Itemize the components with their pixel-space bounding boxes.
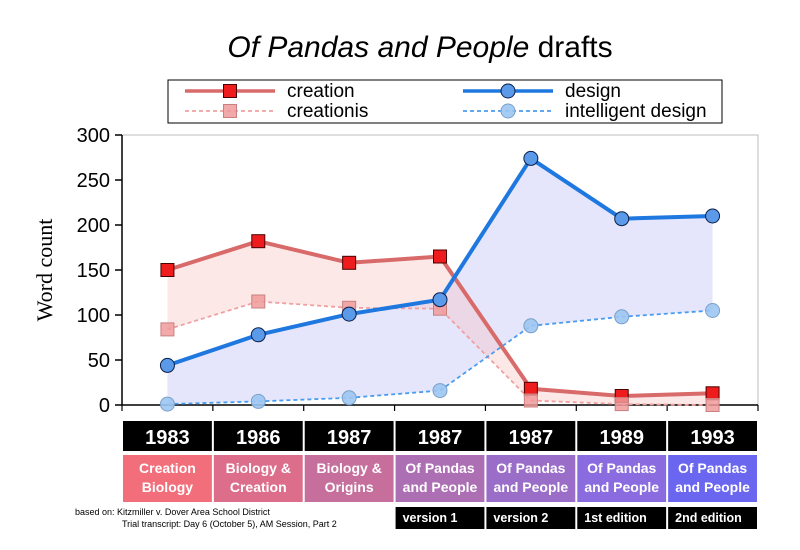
data-point-intelligent-design xyxy=(705,303,721,318)
year-cell xyxy=(395,421,485,451)
source-line: Trial transcript: Day 6 (October 5), AM … xyxy=(122,519,337,529)
book-label: and People xyxy=(675,479,750,495)
year-cell xyxy=(486,421,576,451)
version-cell xyxy=(668,507,757,529)
area-fills xyxy=(167,158,713,405)
year-label: 1983 xyxy=(145,427,190,449)
legend-label: creationis xyxy=(287,101,368,122)
legend-label: creation xyxy=(287,81,355,102)
legend-label: design xyxy=(565,81,621,102)
data-point-design xyxy=(159,357,175,373)
version-label: 1st edition xyxy=(584,511,647,525)
year-cell xyxy=(304,421,394,451)
source-line: based on: Kitzmiller v. Dover Area Schoo… xyxy=(75,507,270,517)
legend-marker xyxy=(500,103,516,119)
y-axis-label: Word count xyxy=(32,219,57,322)
y-tick-label: 50 xyxy=(88,350,110,372)
year-label: 1987 xyxy=(327,427,372,449)
data-point-intelligent-design xyxy=(159,396,175,412)
data-point-creation xyxy=(160,263,175,277)
version-cell xyxy=(395,507,485,529)
book-label: Biology xyxy=(142,479,194,495)
book-cell xyxy=(213,455,303,502)
data-point-design xyxy=(523,150,539,166)
legend-marker xyxy=(223,104,237,118)
version-cell xyxy=(486,507,576,529)
chart-title-italic: Of Pandas and People xyxy=(227,31,529,64)
book-cell xyxy=(486,455,576,502)
data-point-intelligent-design xyxy=(614,309,630,325)
data-point-intelligent-design xyxy=(250,393,266,409)
data-point-design xyxy=(614,211,630,227)
book-cell xyxy=(577,455,667,502)
data-point-intelligent-design xyxy=(341,390,357,406)
data-point-creationis xyxy=(523,393,538,408)
book-label: Biology & xyxy=(226,460,291,476)
source-note: based on: Kitzmiller v. Dover Area Schoo… xyxy=(75,507,337,529)
data-point-creation xyxy=(251,234,266,249)
data-point-creationis xyxy=(160,322,175,337)
data-point-creation xyxy=(523,381,538,396)
y-tick-label: 250 xyxy=(77,170,110,192)
year-cell xyxy=(577,421,667,451)
book-label: Biology & xyxy=(316,460,381,476)
book-cell xyxy=(304,455,394,502)
book-label: Creation xyxy=(230,479,287,495)
data-point-creation xyxy=(433,249,447,264)
year-label: 1987 xyxy=(509,427,554,449)
book-cell xyxy=(668,455,757,502)
book-cell xyxy=(123,455,212,502)
data-point-creation xyxy=(705,386,720,401)
legend-marker xyxy=(223,84,237,98)
year-label: 1986 xyxy=(236,427,281,449)
y-tick-label: 300 xyxy=(77,125,110,147)
year-cell xyxy=(123,421,212,451)
year-label: 1987 xyxy=(418,427,463,449)
chart-title-rest: drafts xyxy=(529,31,612,64)
series-markers xyxy=(159,150,721,412)
legend-label: intelligent design xyxy=(565,101,707,122)
book-label: and People xyxy=(403,479,478,495)
chart-title: Of Pandas and People drafts xyxy=(227,31,612,64)
y-tick-label: 200 xyxy=(77,215,110,237)
data-point-intelligent-design xyxy=(432,383,448,399)
book-label: and People xyxy=(584,479,659,495)
data-point-creationis xyxy=(251,294,266,309)
data-point-creation xyxy=(342,255,357,270)
version-cell xyxy=(577,507,667,529)
version-label: version 1 xyxy=(403,511,458,525)
axes: 0 50 100 150 200 250 300 xyxy=(77,125,759,417)
version-label: 2nd edition xyxy=(675,511,742,525)
book-cell xyxy=(395,455,485,502)
data-point-intelligent-design xyxy=(523,318,539,334)
version-label: version 2 xyxy=(493,511,548,525)
design-area-fill xyxy=(167,158,713,405)
y-tick-label: 100 xyxy=(77,305,110,327)
book-label: Of Pandas xyxy=(678,460,747,476)
data-point-creationis xyxy=(705,398,720,412)
book-label: Of Pandas xyxy=(496,460,565,476)
book-label: Of Pandas xyxy=(405,460,474,476)
data-point-creationis xyxy=(614,397,629,412)
creation-area-fill xyxy=(167,241,713,405)
year-label: 1989 xyxy=(599,427,644,449)
data-point-design xyxy=(250,327,266,343)
y-tick-label: 0 xyxy=(99,395,110,417)
data-point-design xyxy=(341,306,357,322)
y-tick-label: 150 xyxy=(77,260,110,282)
legend-box xyxy=(167,79,723,124)
data-point-design xyxy=(432,292,448,308)
category-table: 1983 Creation Biology 1986 Biology & Creation… xyxy=(123,421,757,529)
year-cell xyxy=(668,421,757,451)
book-label: Creation xyxy=(139,460,196,476)
book-label: and People xyxy=(494,479,569,495)
data-point-design xyxy=(705,208,721,224)
book-label: Origins xyxy=(325,479,374,495)
year-cell xyxy=(213,421,303,451)
year-label: 1993 xyxy=(690,427,735,449)
book-label: Of Pandas xyxy=(587,460,656,476)
legend-marker xyxy=(500,83,516,99)
